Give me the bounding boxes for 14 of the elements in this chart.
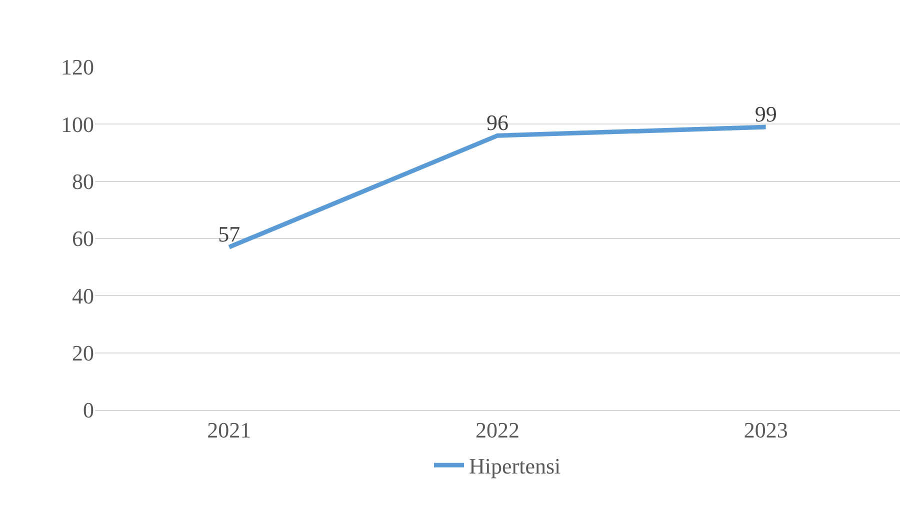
data-label: 96 [486,110,508,136]
data-label: 57 [218,222,240,247]
y-tick-label: 40 [72,283,94,308]
y-tick-label: 80 [72,169,94,194]
data-label: 99 [754,102,777,127]
y-tick-label: 20 [72,340,94,366]
legend-label: Hipertensi [469,454,561,479]
x-tick-label: 2021 [207,417,252,442]
y-tick-label: 60 [72,226,94,252]
y-tick-label: 0 [83,398,94,423]
y-tick-label: 100 [61,112,94,137]
x-tick-label: 2023 [744,417,788,442]
x-tick-label: 2022 [476,417,520,442]
y-tick-label: 120 [61,54,94,80]
